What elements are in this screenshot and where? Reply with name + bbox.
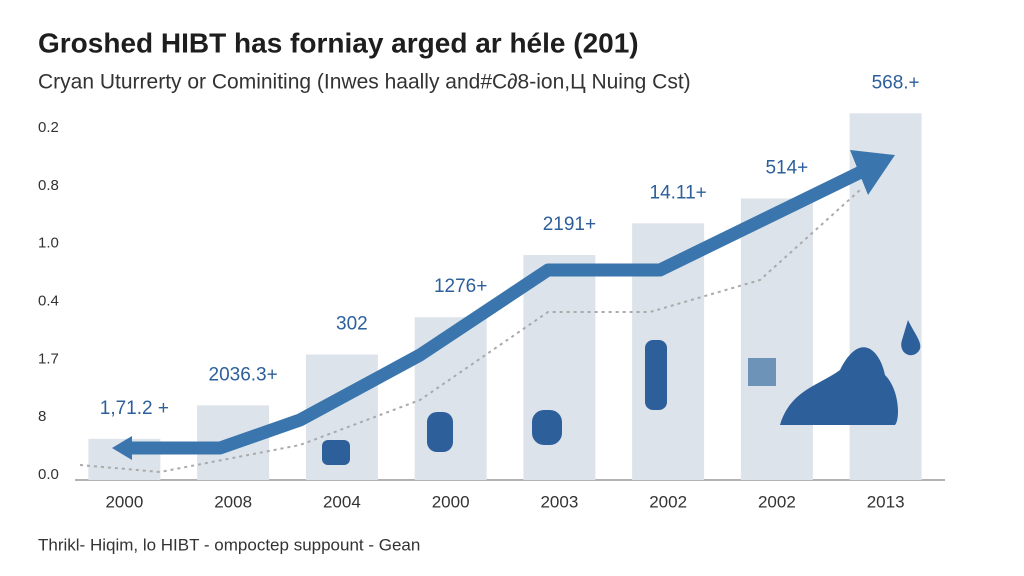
y-label: 0.4 <box>38 292 59 309</box>
y-label: 1.7 <box>38 350 59 367</box>
icon <box>901 320 921 356</box>
annotation: 2036.3+ <box>209 364 278 385</box>
trend-arrow <box>125 164 868 455</box>
x-tick-label: 2003 <box>540 492 578 511</box>
x-tick-label: 2013 <box>867 492 905 511</box>
y-label: 0.2 <box>38 119 59 136</box>
icon <box>645 340 667 410</box>
annotation: 1,71.2 + <box>100 398 169 419</box>
x-tick-label: 2000 <box>432 492 470 511</box>
bar <box>523 254 596 480</box>
x-tick-label: 2008 <box>214 492 252 511</box>
x-tick-label: 2002 <box>649 492 687 511</box>
icon <box>427 412 453 452</box>
x-tick-label: 2002 <box>758 492 796 511</box>
y-label: 8 <box>38 408 46 425</box>
y-label: 0.8 <box>38 177 59 194</box>
x-tick-label: 2000 <box>105 492 143 511</box>
dotted-trend <box>79 189 861 474</box>
icon <box>748 358 776 386</box>
annotation: 514+ <box>765 158 808 179</box>
y-label: 1.0 <box>38 235 59 252</box>
x-tick-label: 2004 <box>323 492 361 511</box>
annotation: 1276+ <box>434 276 487 297</box>
annotation: 302 <box>336 314 368 335</box>
chart-subtitle: Cryan Uturrerty or Cominiting (Inwes haa… <box>38 71 691 94</box>
icons <box>322 320 921 465</box>
annotation: 568.+ <box>872 72 920 93</box>
annotation: 2191+ <box>543 214 596 235</box>
chart-title: Groshed HIBT has forniay arged ar héle (… <box>38 27 639 58</box>
y-label: 0.0 <box>38 466 59 483</box>
annotation: 14.11+ <box>650 182 707 203</box>
bar <box>740 198 813 480</box>
icon <box>322 440 350 465</box>
arrow-tail <box>112 436 132 460</box>
arrow-head <box>850 150 895 195</box>
icon <box>532 410 562 445</box>
icon <box>780 347 898 425</box>
footer: Thrikl- Hiqim, lo HIBT - ompoctep suppou… <box>38 535 420 554</box>
